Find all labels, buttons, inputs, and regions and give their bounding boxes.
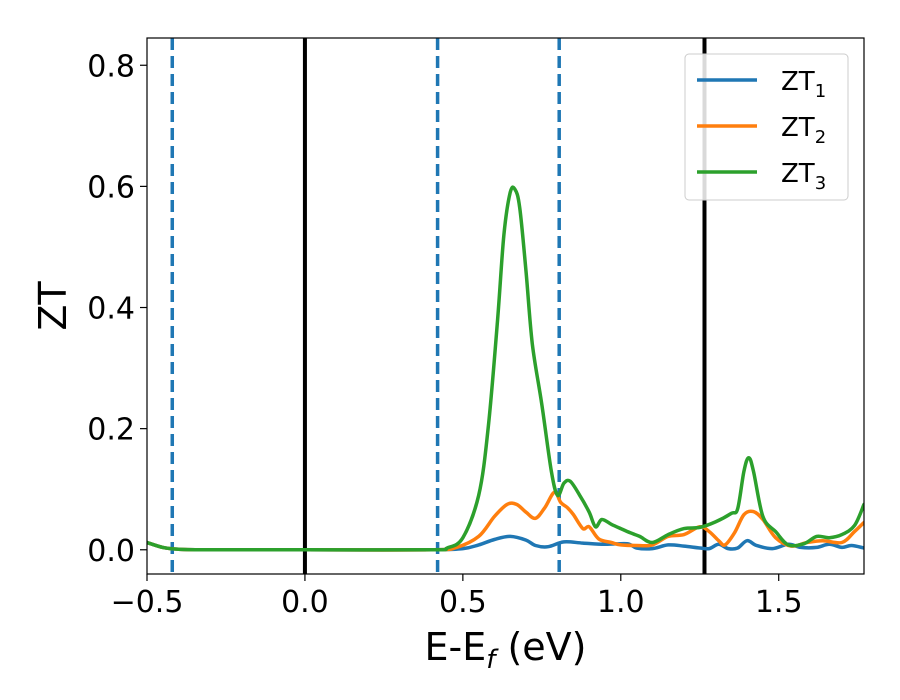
y-tick-label: 0.2 xyxy=(87,413,135,448)
series-line-zt-2 xyxy=(147,490,864,552)
x-tick-label: −0.5 xyxy=(111,585,184,620)
y-axis-label: ZT xyxy=(31,281,75,331)
series-line-zt-1 xyxy=(147,534,864,552)
legend: ZT1 ZT2 ZT3 xyxy=(684,53,849,201)
y-tick-label: 0.4 xyxy=(87,292,135,327)
y-axis-ticks: 0.0 0.2 0.4 0.6 0.8 xyxy=(87,49,147,569)
reference-lines xyxy=(170,38,707,574)
series-lines xyxy=(147,185,864,552)
x-tick-label: 1.0 xyxy=(597,585,645,620)
plot-frame xyxy=(146,37,865,575)
y-tick-label: 0.8 xyxy=(87,49,135,84)
legend-items: ZT1 ZT2 ZT3 xyxy=(697,67,826,194)
legend-label-zt-3: ZT3 xyxy=(781,159,826,194)
legend-box xyxy=(684,53,849,201)
y-tick-label: 0.6 xyxy=(87,170,135,205)
x-axis-label-main: E-E xyxy=(425,625,487,669)
legend-label-zt-1: ZT1 xyxy=(781,67,826,102)
legend-label-zt-2: ZT2 xyxy=(781,113,826,148)
series-line-zt-3 xyxy=(147,185,864,552)
x-axis-label: E-Ef (eV) xyxy=(425,625,587,675)
x-tick-label: 0.5 xyxy=(439,585,487,620)
y-tick-label: 0.0 xyxy=(87,534,135,569)
x-axis-label-unit: (eV) xyxy=(495,625,586,669)
x-axis-ticks: −0.5 0.0 0.5 1.0 1.5 xyxy=(111,574,803,620)
x-tick-label: 0.0 xyxy=(281,585,329,620)
x-tick-label: 1.5 xyxy=(755,585,803,620)
